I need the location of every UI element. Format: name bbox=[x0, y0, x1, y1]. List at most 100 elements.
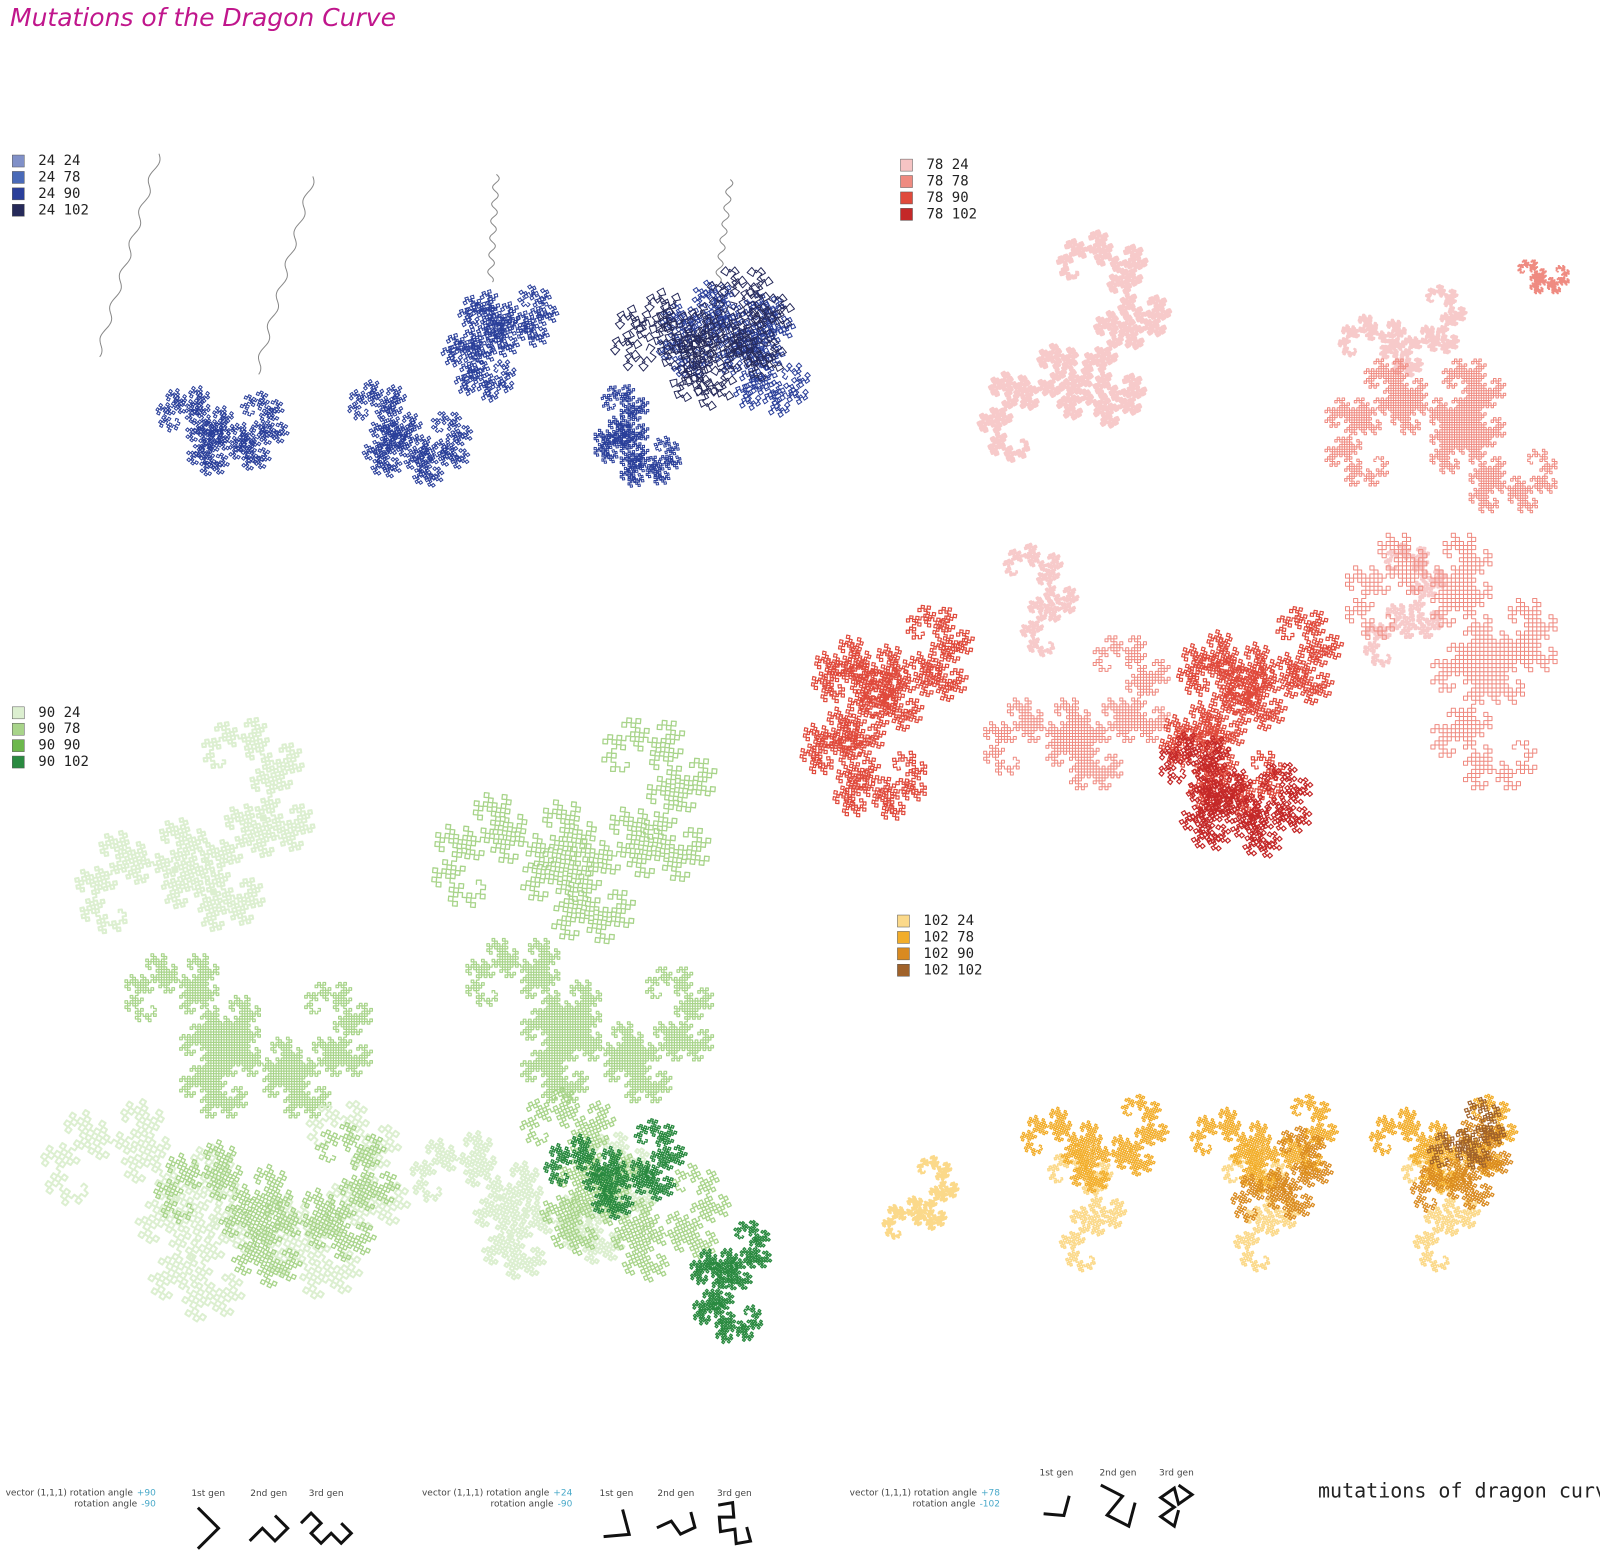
stem bbox=[487, 174, 500, 283]
dragon-curve bbox=[1046, 1147, 1128, 1273]
legend-swatch bbox=[897, 931, 910, 944]
dragon-curve bbox=[976, 229, 1173, 463]
gen-icon bbox=[717, 1500, 753, 1546]
dragon-curve bbox=[440, 284, 560, 403]
annotation-angle: -102 bbox=[980, 1499, 1000, 1509]
gen-icon bbox=[1043, 1495, 1071, 1518]
legend-swatch bbox=[897, 947, 910, 961]
dragon-curve bbox=[347, 379, 474, 488]
annotation-line: vector (1,1,1) rotation angle +24 bbox=[422, 1488, 573, 1498]
stem bbox=[715, 179, 734, 283]
legend-swatch bbox=[900, 208, 913, 221]
annotation-line: vector (1,1,1) rotation angle +78 bbox=[850, 1488, 1001, 1498]
legend-swatch bbox=[12, 154, 25, 168]
dragon-curve bbox=[465, 937, 715, 1104]
legend-swatch bbox=[897, 914, 910, 928]
gen-label: 1st gen bbox=[1040, 1468, 1074, 1478]
dragon-curve bbox=[153, 1121, 401, 1289]
legend-label: 24 102 bbox=[38, 202, 89, 218]
legend-label: 24 78 bbox=[38, 169, 80, 185]
legend-label: 90 78 bbox=[38, 721, 80, 737]
gen-label: 2nd gen bbox=[250, 1489, 287, 1499]
legend-swatch bbox=[12, 722, 25, 736]
legend-label: 102 102 bbox=[923, 962, 982, 978]
legend-label: 78 78 bbox=[927, 174, 969, 190]
legend-label: 102 78 bbox=[923, 929, 974, 945]
gen-icon bbox=[656, 1511, 697, 1536]
legend-swatch bbox=[12, 739, 25, 752]
dragon-curve bbox=[689, 1219, 773, 1345]
legend-label: 78 90 bbox=[927, 190, 969, 206]
gen-label: 3rd gen bbox=[1159, 1468, 1194, 1478]
legend-label: 90 102 bbox=[38, 754, 89, 770]
annotation-line: rotation angle -90 bbox=[74, 1499, 156, 1509]
dragon-curve bbox=[542, 1118, 688, 1221]
dragon-curve bbox=[1230, 1125, 1334, 1224]
legend-label: 102 90 bbox=[923, 946, 974, 962]
annotation-line: rotation angle -90 bbox=[490, 1499, 572, 1509]
gen-label: 3rd gen bbox=[309, 1489, 344, 1499]
dragon-curve bbox=[124, 953, 373, 1119]
stem bbox=[99, 153, 161, 358]
legend-label: 78 102 bbox=[927, 206, 978, 222]
gen-label: 2nd gen bbox=[657, 1489, 694, 1499]
dragon-curve bbox=[593, 384, 683, 488]
annotation-line: rotation angle -102 bbox=[912, 1499, 1000, 1509]
gen-icon bbox=[196, 1506, 221, 1550]
annotation-text: rotation angle bbox=[912, 1499, 976, 1509]
dragon-curve bbox=[1002, 542, 1080, 658]
annotation-angle: +90 bbox=[137, 1488, 156, 1498]
dragon-curve bbox=[610, 266, 795, 411]
dragon-curve bbox=[40, 1097, 412, 1323]
legend-swatch bbox=[900, 175, 913, 188]
legend-swatch bbox=[900, 191, 913, 205]
stem bbox=[258, 176, 315, 375]
gen-label: 1st gen bbox=[191, 1489, 225, 1499]
gen-label: 1st gen bbox=[600, 1489, 634, 1499]
annotation-angle: +24 bbox=[553, 1488, 572, 1498]
legend-label: 90 90 bbox=[38, 738, 80, 754]
dragon-curve bbox=[519, 1086, 732, 1283]
legend-label: 24 24 bbox=[38, 153, 80, 169]
dragon-curve bbox=[1337, 284, 1468, 378]
title: Mutations of the Dragon Curve bbox=[10, 3, 396, 32]
annotation-angle: -90 bbox=[141, 1499, 156, 1509]
annotation-text: vector (1,1,1) rotation angle bbox=[6, 1488, 134, 1498]
dragon-curve bbox=[1019, 1093, 1170, 1194]
legend-swatch bbox=[12, 187, 25, 201]
legend-label: 24 90 bbox=[38, 186, 80, 202]
dragon-curve bbox=[1345, 532, 1558, 791]
dragon-curve bbox=[74, 716, 316, 935]
legend-swatch bbox=[897, 964, 910, 977]
annotation-angle: -90 bbox=[558, 1499, 573, 1509]
gen-icon bbox=[603, 1509, 632, 1539]
dragon-curve bbox=[881, 1154, 960, 1240]
legend-label: 78 24 bbox=[927, 157, 969, 173]
legend-label: 90 24 bbox=[38, 705, 80, 721]
gen-icon bbox=[1158, 1483, 1195, 1529]
dragon-curve bbox=[1158, 731, 1314, 859]
legend-swatch bbox=[12, 171, 25, 184]
dragon-curve bbox=[1409, 1115, 1514, 1214]
annotation-line: vector (1,1,1) rotation angle +90 bbox=[6, 1488, 157, 1498]
gen-label: 3rd gen bbox=[717, 1489, 752, 1499]
footer: mutations of dragon curve bbox=[1318, 1479, 1600, 1503]
dragon-curve bbox=[1426, 1096, 1507, 1170]
gen-icon bbox=[1100, 1483, 1137, 1529]
annotation-text: rotation angle bbox=[74, 1499, 138, 1509]
dragon-curve bbox=[1324, 358, 1558, 514]
annotation-text: vector (1,1,1) rotation angle bbox=[850, 1488, 978, 1498]
legend-swatch bbox=[900, 158, 913, 172]
gen-icon bbox=[248, 1514, 290, 1544]
gen-label: 2nd gen bbox=[1099, 1468, 1136, 1478]
legend-swatch bbox=[12, 706, 25, 720]
annotation-text: rotation angle bbox=[490, 1499, 554, 1509]
legend-swatch bbox=[12, 755, 25, 769]
annotation-text: vector (1,1,1) rotation angle bbox=[422, 1488, 550, 1498]
dragon-curve bbox=[1517, 259, 1570, 295]
dragon-curve bbox=[799, 604, 976, 821]
dragon-curve bbox=[155, 385, 290, 477]
gen-icon bbox=[299, 1510, 354, 1546]
dragon-curve bbox=[983, 635, 1171, 791]
